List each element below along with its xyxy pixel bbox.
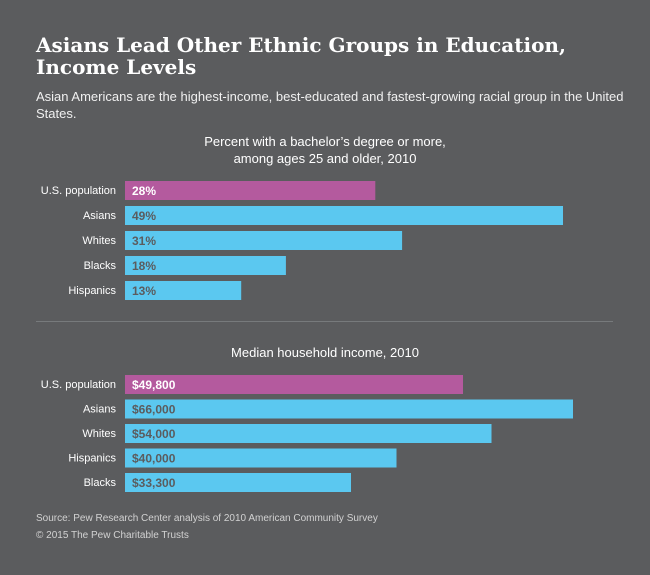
bar-u-s-population — [125, 375, 463, 394]
category-label: Whites — [82, 235, 116, 247]
value-label: $49,800 — [132, 378, 176, 392]
bar-asians — [125, 206, 563, 225]
value-label: $40,000 — [132, 452, 176, 466]
bar-asians — [125, 399, 573, 419]
chart-subtitle: Asian Americans are the highest-income, … — [36, 89, 624, 121]
chart-1-title-line-1: Percent with a bachelor’s degree or more… — [204, 134, 446, 149]
section-divider — [36, 321, 613, 322]
category-label: Blacks — [84, 477, 117, 489]
value-label: $33,300 — [132, 476, 176, 490]
category-label: U.S. population — [41, 379, 116, 391]
value-label: $66,000 — [132, 403, 176, 417]
chart-title: Asians Lead Other Ethnic Groups in Educa… — [36, 34, 596, 78]
value-label: 49% — [132, 209, 156, 223]
chart-1-title-line-2: among ages 25 and older, 2010 — [234, 151, 417, 166]
bar-blacks — [125, 473, 351, 492]
value-label: 18% — [132, 259, 156, 273]
chart-title-line-2: Income Levels — [36, 55, 197, 79]
chart-2: Median household income, 2010 U.S. popula… — [41, 345, 573, 492]
category-label: Whites — [82, 428, 116, 440]
bar-u-s-population — [125, 181, 376, 200]
chart-2-title-line-1: Median household income, 2010 — [231, 345, 419, 360]
category-label: U.S. population — [41, 185, 116, 197]
category-label: Asians — [83, 210, 117, 222]
bar-whites — [125, 231, 403, 250]
bar-blacks — [125, 256, 286, 275]
value-label: 31% — [132, 234, 156, 248]
value-label: 13% — [132, 284, 156, 298]
chart-1: Percent with a bachelor’s degree or more… — [41, 134, 563, 300]
value-label: 28% — [132, 184, 156, 198]
chart-title-line-1: Asians Lead Other Ethnic Groups in Educa… — [36, 33, 566, 57]
bar-hispanics — [125, 448, 397, 468]
category-label: Hispanics — [68, 285, 116, 297]
copyright-note: © 2015 The Pew Charitable Trusts — [36, 530, 189, 541]
value-label: $54,000 — [132, 427, 176, 441]
bar-whites — [125, 424, 492, 443]
bar-hispanics — [125, 281, 242, 300]
source-note: Source: Pew Research Center analysis of … — [36, 513, 378, 524]
category-label: Asians — [83, 404, 117, 416]
category-label: Hispanics — [68, 453, 116, 465]
category-label: Blacks — [84, 260, 117, 272]
